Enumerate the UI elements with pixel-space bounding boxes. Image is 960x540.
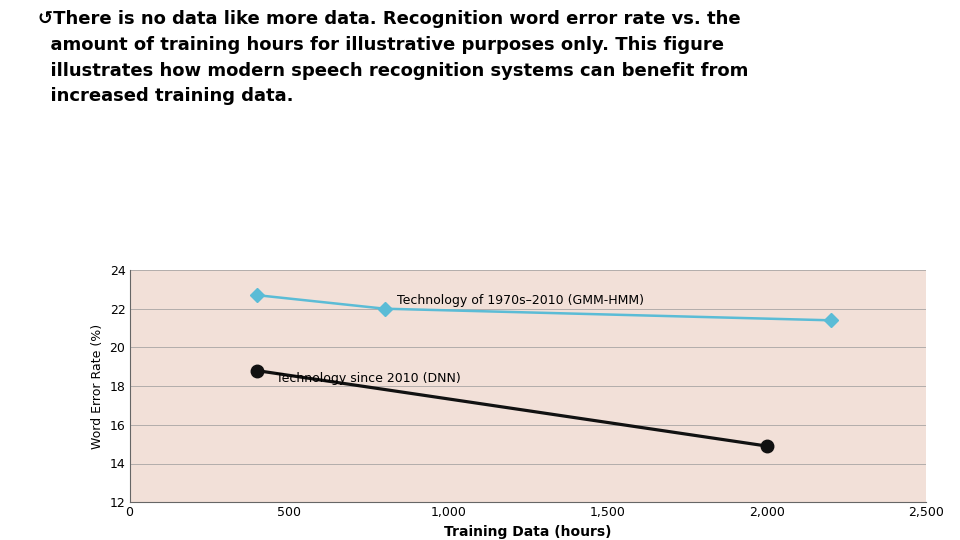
Text: Technology since 2010 (DNN): Technology since 2010 (DNN) <box>276 372 461 384</box>
Y-axis label: Word Error Rate (%): Word Error Rate (%) <box>91 323 104 449</box>
Text: Technology of 1970s–2010 (GMM-HMM): Technology of 1970s–2010 (GMM-HMM) <box>397 294 644 307</box>
X-axis label: Training Data (hours): Training Data (hours) <box>444 525 612 539</box>
Text: ↺There is no data like more data. Recognition word error rate vs. the
  amount o: ↺There is no data like more data. Recogn… <box>38 10 749 105</box>
